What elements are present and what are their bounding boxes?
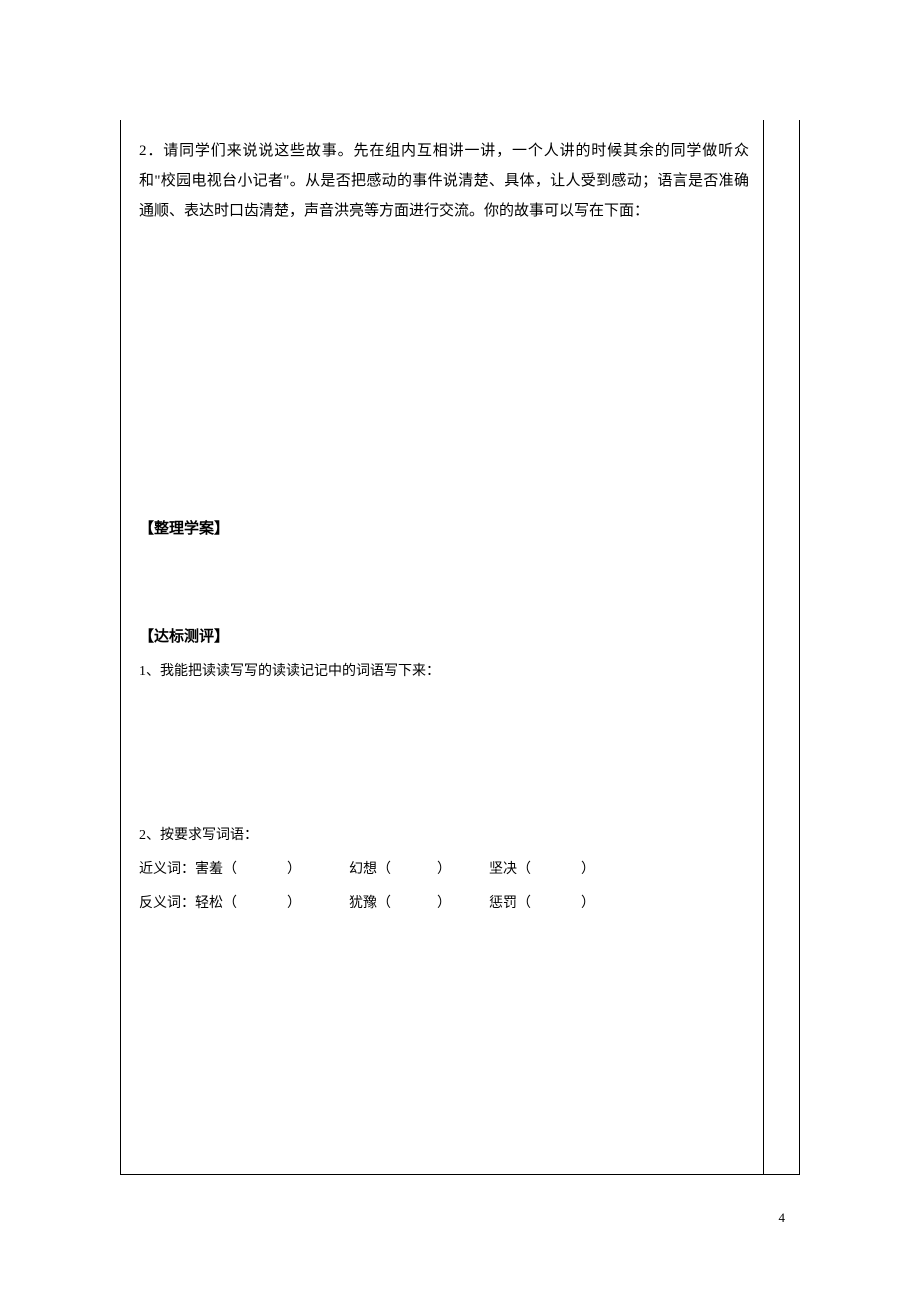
paren-close: ） — [581, 862, 595, 877]
paren-open: （ — [517, 862, 531, 877]
paren-open: （ — [377, 862, 391, 877]
ant-word-2: 犹豫 — [349, 896, 377, 911]
antonym-row: 反义词：轻松（）犹豫（）惩罚（） — [139, 890, 749, 918]
writing-space-1 — [139, 226, 749, 506]
paren-open: （ — [377, 896, 391, 911]
syn-word-2: 幻想 — [349, 862, 377, 877]
paren-close: ） — [437, 862, 451, 877]
content-box: 2．请同学们来说说这些故事。先在组内互相讲一讲，一个人讲的时候其余的同学做听众和… — [120, 120, 800, 1175]
synonym-label: 近义词： — [139, 862, 195, 877]
paren-open: （ — [517, 896, 531, 911]
syn-word-1: 害羞 — [195, 862, 223, 877]
page-number: 4 — [779, 1210, 786, 1226]
syn-word-3: 坚决 — [489, 862, 517, 877]
paren-open: （ — [223, 862, 237, 877]
writing-space-3 — [139, 686, 749, 816]
inner-divider — [763, 120, 764, 1174]
synonym-row: 近义词：害羞（）幻想（）坚决（） — [139, 856, 749, 884]
antonym-label: 反义词： — [139, 896, 195, 911]
paren-close: ） — [437, 896, 451, 911]
paren-close: ） — [287, 896, 301, 911]
paren-close: ） — [581, 896, 595, 911]
main-content: 2．请同学们来说说这些故事。先在组内互相讲一讲，一个人讲的时候其余的同学做听众和… — [121, 120, 799, 938]
question-2: 2、按要求写词语： — [139, 822, 749, 850]
ant-word-1: 轻松 — [195, 896, 223, 911]
paragraph-2: 2．请同学们来说说这些故事。先在组内互相讲一讲，一个人讲的时候其余的同学做听众和… — [139, 136, 749, 226]
ant-word-3: 惩罚 — [489, 896, 517, 911]
section-organize-heading: 【整理学案】 — [139, 514, 749, 544]
section-assessment-heading: 【达标测评】 — [139, 622, 749, 652]
paren-open: （ — [223, 896, 237, 911]
page: 2．请同学们来说说这些故事。先在组内互相讲一讲，一个人讲的时候其余的同学做听众和… — [0, 0, 920, 1302]
question-1: 1、我能把读读写写的读读记记中的词语写下来： — [139, 658, 749, 686]
paren-close: ） — [287, 862, 301, 877]
writing-space-2 — [139, 544, 749, 614]
